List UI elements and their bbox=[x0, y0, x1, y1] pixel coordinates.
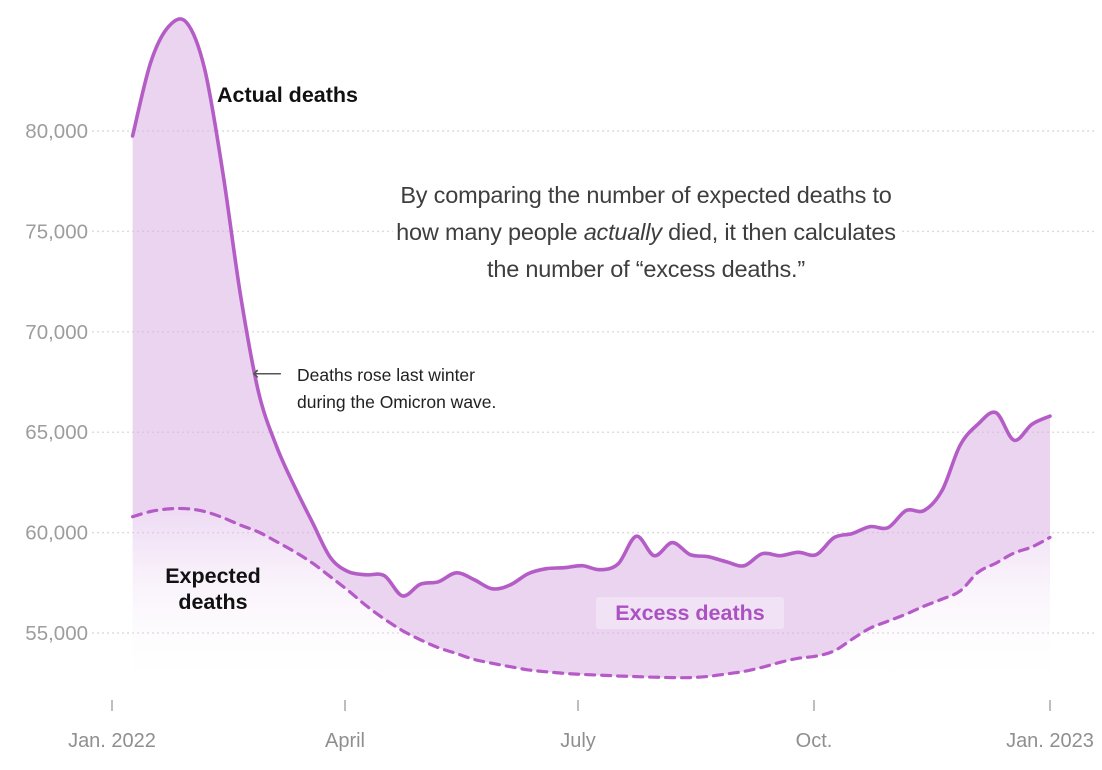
y-axis-label: 65,000 bbox=[25, 421, 88, 444]
expected-deaths-label: Expected deaths bbox=[138, 563, 288, 615]
y-axis-label: 75,000 bbox=[25, 220, 88, 243]
caption-text: By comparing the number of expected deat… bbox=[330, 177, 962, 288]
below-expected-gradient-area bbox=[132, 508, 1051, 690]
expected-deaths-label-line2: deaths bbox=[178, 590, 248, 614]
y-axis-labels: 80,000 75,000 70,000 65,000 60,000 55,000 bbox=[25, 120, 88, 645]
caption-line1: By comparing the number of expected deat… bbox=[330, 177, 962, 214]
x-axis-labels: Jan. 2022 April July Oct. Jan. 2023 bbox=[68, 730, 1094, 752]
x-axis-label: Jan. 2022 bbox=[68, 730, 156, 752]
left-arrow-icon: ⟵ bbox=[252, 362, 283, 385]
y-axis-label: 55,000 bbox=[25, 622, 88, 645]
omicron-annotation-line2: during the Omicron wave. bbox=[297, 392, 497, 412]
x-axis-label: July bbox=[560, 730, 596, 752]
x-axis-label: Jan. 2023 bbox=[1006, 730, 1094, 752]
actual-deaths-label: Actual deaths bbox=[217, 83, 358, 107]
x-axis-label: Oct. bbox=[796, 730, 833, 752]
omicron-annotation: Deaths rose last winter during the Omicr… bbox=[297, 362, 547, 416]
caption-line3: the number of “excess deaths.” bbox=[330, 251, 962, 288]
omicron-annotation-line1: Deaths rose last winter bbox=[297, 365, 475, 385]
x-axis-ticks bbox=[111, 700, 1051, 711]
excess-deaths-label: Excess deaths bbox=[596, 597, 784, 629]
actual-deaths-line bbox=[130, 17, 1052, 598]
x-axis-label: April bbox=[325, 730, 365, 752]
y-axis-label: 80,000 bbox=[25, 120, 88, 143]
expected-deaths-line bbox=[131, 506, 1052, 680]
caption-italic-word: actually bbox=[583, 219, 662, 245]
expected-deaths-label-line1: Expected bbox=[165, 564, 261, 588]
caption-line2: how many people actually died, it then c… bbox=[330, 214, 962, 251]
y-axis-label: 70,000 bbox=[25, 321, 88, 344]
y-axis-label: 60,000 bbox=[25, 522, 88, 545]
